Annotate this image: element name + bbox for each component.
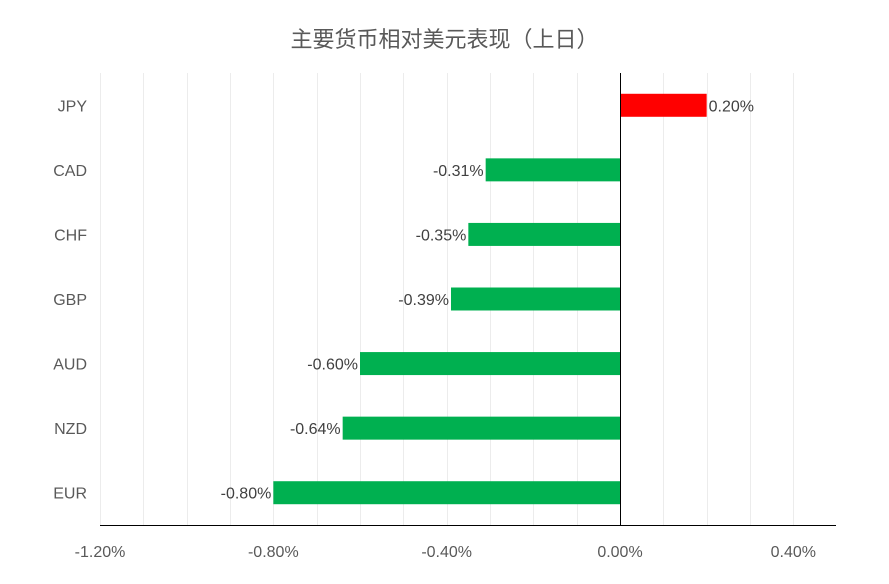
x-tick-label: -0.40% [421,544,472,561]
chart-title: 主要货币相对美元表现（上日） [290,28,599,53]
data-label-cad: -0.31% [433,163,484,180]
bar-eur [273,481,620,505]
data-label-nzd: -0.64% [290,421,341,438]
bars [273,93,707,505]
category-label-cad: CAD [53,163,87,180]
category-label-nzd: NZD [54,421,87,438]
labels: JPY 0.20% CAD -0.31% CHF -0.35% GBP -0.39% AUD -0… [53,98,816,561]
bar-aud [360,352,620,376]
data-label-eur: -0.80% [221,486,272,503]
bar-nzd [342,416,620,440]
x-tick-label: -1.20% [75,544,126,561]
category-label-chf: CHF [54,227,87,244]
bar-gbp [451,287,620,311]
x-tick-label: 0.40% [771,544,816,561]
data-label-chf: -0.35% [416,227,467,244]
x-tick-label: 0.00% [597,544,642,561]
bar-cad [485,158,620,182]
bar-chf [468,222,620,246]
data-label-gbp: -0.39% [398,292,449,309]
x-tick-label: -0.80% [248,544,299,561]
category-label-eur: EUR [53,486,87,503]
category-label-jpy: JPY [58,98,88,115]
axes [100,73,836,526]
category-label-gbp: GBP [53,292,87,309]
bar-jpy [620,93,707,117]
data-label-aud: -0.60% [307,357,358,374]
category-label-aud: AUD [53,357,87,374]
data-label-jpy: 0.20% [709,98,754,115]
